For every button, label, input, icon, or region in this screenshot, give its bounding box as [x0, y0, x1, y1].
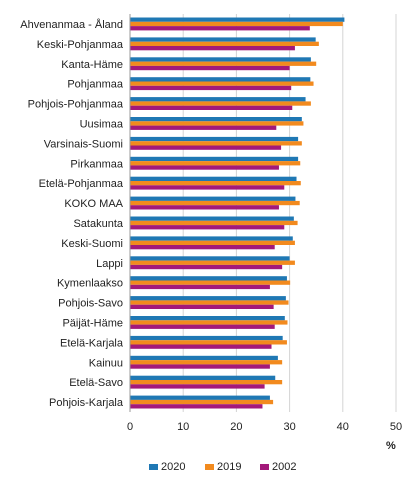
bar-2020: [130, 17, 345, 22]
bar-2019: [130, 300, 289, 305]
legend-label-2020: 2020: [161, 461, 185, 473]
bar-2002: [130, 185, 285, 190]
bar-2020: [130, 77, 311, 82]
category-label: Keski-Pohjanmaa: [37, 39, 124, 51]
category-label: Pohjois-Pohjanmaa: [28, 99, 124, 111]
bar-2020: [130, 276, 287, 281]
bar-2019: [130, 41, 319, 46]
bar-2019: [130, 380, 283, 385]
bar-2019: [130, 399, 274, 405]
bar-2020: [130, 117, 302, 122]
bar-2019: [130, 21, 343, 27]
bar-2019: [130, 161, 301, 166]
x-axis: 0 10 20 30 40 50: [127, 14, 402, 433]
bar-2002: [130, 46, 295, 51]
category-label: Varsinais-Suomi: [44, 138, 123, 150]
legend-label-2019: 2019: [217, 461, 241, 473]
category-label: Etelä-Karjala: [60, 337, 124, 349]
category-label: Etelä-Pohjanmaa: [39, 178, 124, 190]
bar-2020: [130, 216, 294, 221]
bar-2019: [130, 181, 301, 186]
bar-2020: [130, 316, 285, 321]
category-label: Lappi: [96, 258, 123, 270]
bar-2019: [130, 141, 302, 146]
category-label: Kainuu: [89, 357, 123, 369]
legend-swatch-2020: [149, 464, 158, 470]
category-label: Kanta-Häme: [61, 59, 123, 71]
x-tick-label: 50: [390, 421, 402, 433]
x-tick-label: 10: [177, 421, 189, 433]
bar-2002: [130, 284, 270, 290]
legend-swatch-2019: [205, 464, 214, 470]
bar-2020: [130, 156, 299, 162]
x-axis-unit-label: %: [386, 440, 396, 452]
category-label: Kymenlaakso: [57, 278, 123, 290]
bar-2002: [130, 344, 272, 349]
x-tick-label: 0: [127, 421, 133, 433]
bar-2019: [130, 200, 300, 206]
category-label: Pohjois-Savo: [58, 298, 123, 310]
bar-2002: [130, 145, 282, 150]
bar-2002: [130, 225, 285, 230]
bar-2002: [130, 105, 293, 110]
category-label: Etelä-Savo: [69, 377, 123, 389]
bar-2002: [130, 404, 263, 409]
bar-2002: [130, 264, 283, 270]
bar-2019: [130, 101, 311, 106]
bar-2002: [130, 26, 310, 31]
bar-2020: [130, 57, 311, 62]
x-tick-label: 20: [230, 421, 242, 433]
x-tick-label: 30: [283, 421, 295, 433]
bar-2002: [130, 384, 265, 389]
bar-2020: [130, 236, 293, 241]
legend: 2020 2019 2002: [149, 461, 296, 473]
bar-2020: [130, 97, 306, 102]
bar-2002: [130, 65, 290, 71]
bar-2002: [130, 304, 274, 309]
category-label: Satakunta: [73, 218, 123, 230]
bar-2020: [130, 296, 286, 301]
bar-2002: [130, 85, 292, 91]
bar-2020: [130, 375, 276, 380]
bar-2002: [130, 165, 279, 170]
legend-swatch-2002: [260, 464, 269, 470]
bar-2020: [130, 176, 297, 181]
bar-2020: [130, 355, 278, 361]
bar-2002: [130, 324, 275, 329]
bar-2019: [130, 220, 298, 226]
bar-2019: [130, 320, 288, 325]
bar-2019: [130, 81, 314, 86]
category-label: Ahvenanmaa - Åland: [20, 18, 123, 31]
bar-2002: [130, 364, 270, 369]
bar-2002: [130, 205, 279, 210]
category-label: KOKO MAA: [64, 198, 123, 210]
bar-2019: [130, 340, 287, 345]
category-label: Pirkanmaa: [70, 158, 123, 170]
bar-2020: [130, 335, 283, 341]
bars-group: [130, 17, 345, 409]
bar-2019: [130, 61, 317, 66]
category-label: Uusimaa: [80, 118, 124, 130]
category-label: Pohjanmaa: [67, 79, 124, 91]
bar-2020: [130, 136, 299, 142]
bar-2019: [130, 121, 304, 126]
bar-2019: [130, 240, 295, 245]
bar-2019: [130, 260, 295, 265]
category-label: Päijät-Häme: [62, 317, 123, 329]
bar-2002: [130, 245, 275, 250]
bar-2020: [130, 395, 270, 400]
bar-2019: [130, 360, 283, 365]
bar-2020: [130, 256, 290, 261]
legend-label-2002: 2002: [272, 461, 296, 473]
bar-2020: [130, 196, 296, 201]
bar-2020: [130, 37, 316, 42]
gridlines: [182, 14, 397, 412]
category-label: Keski-Suomi: [61, 238, 123, 250]
category-labels: Ahvenanmaa - Åland Keski-Pohjanmaa Kanta-H…: [20, 18, 124, 409]
x-tick-label: 40: [337, 421, 349, 433]
bar-2019: [130, 280, 291, 285]
bar-2002: [130, 125, 277, 130]
category-label: Pohjois-Karjala: [49, 397, 124, 409]
